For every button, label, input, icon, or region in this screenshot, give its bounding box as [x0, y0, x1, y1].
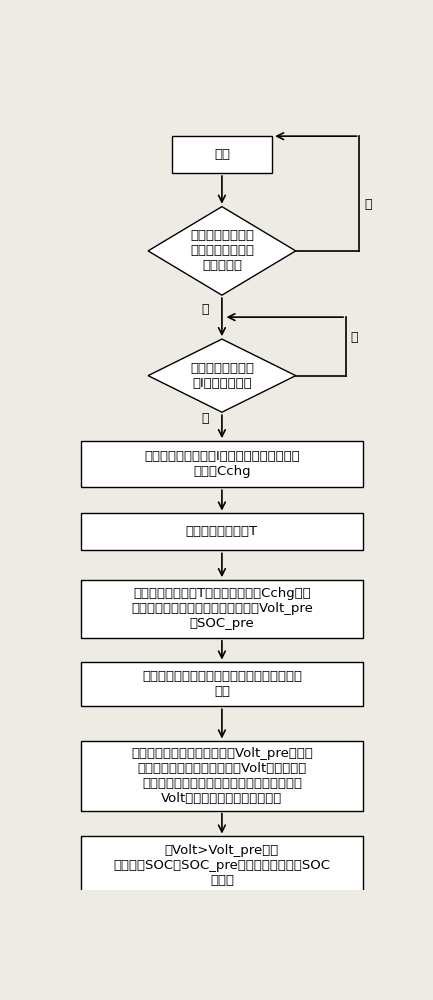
- FancyBboxPatch shape: [81, 441, 363, 487]
- Polygon shape: [148, 207, 296, 295]
- Text: 检测电池当前温度T: 检测电池当前温度T: [186, 525, 258, 538]
- Text: 根据稳定的充电电流I及电池额定容量计算充
电倍率Cchg: 根据稳定的充电电流I及电池额定容量计算充 电倍率Cchg: [144, 450, 300, 478]
- FancyBboxPatch shape: [81, 513, 363, 550]
- Text: 当Volt>Volt_pre时，
修正后的SOC为SOC_pre，否则保持原来的SOC
値不变: 当Volt>Volt_pre时， 修正后的SOC为SOC_pre，否则保持原来的…: [113, 844, 330, 887]
- FancyBboxPatch shape: [171, 136, 272, 173]
- Polygon shape: [148, 339, 296, 412]
- Text: 开始: 开始: [214, 148, 230, 161]
- Text: 根据电池当前温度T和电池充电倍率Cchg查表
获取四个充电预修正点的单体电压値Volt_pre
和SOC_pre: 根据电池当前温度T和电池充电倍率Cchg查表 获取四个充电预修正点的单体电压値V…: [131, 587, 313, 630]
- FancyBboxPatch shape: [81, 836, 363, 894]
- Text: 判断充电预修正点的单体电压Volt_pre的位置
；当其处于充电曲线低端时，Volt采用电池组
最低单体电压値；当其处于充电曲线高端时，
Volt采用电池组最高: 判断充电预修正点的单体电压Volt_pre的位置 ；当其处于充电曲线低端时，Vo…: [131, 747, 313, 805]
- FancyBboxPatch shape: [81, 741, 363, 811]
- Text: 检测并判断充电电
流I是否基本稳定: 检测并判断充电电 流I是否基本稳定: [190, 362, 254, 390]
- FancyBboxPatch shape: [81, 662, 363, 706]
- Text: 电池管理系统检测
并判断电池是否进
入充电过程: 电池管理系统检测 并判断电池是否进 入充电过程: [190, 229, 254, 272]
- Text: 检测电池组当前最低单体电压値和最高单体电
压値: 检测电池组当前最低单体电压値和最高单体电 压値: [142, 670, 302, 698]
- Text: 否: 否: [364, 198, 372, 211]
- Text: 是: 是: [201, 412, 209, 425]
- Text: 否: 否: [351, 331, 358, 344]
- FancyBboxPatch shape: [81, 580, 363, 638]
- Text: 是: 是: [201, 303, 209, 316]
